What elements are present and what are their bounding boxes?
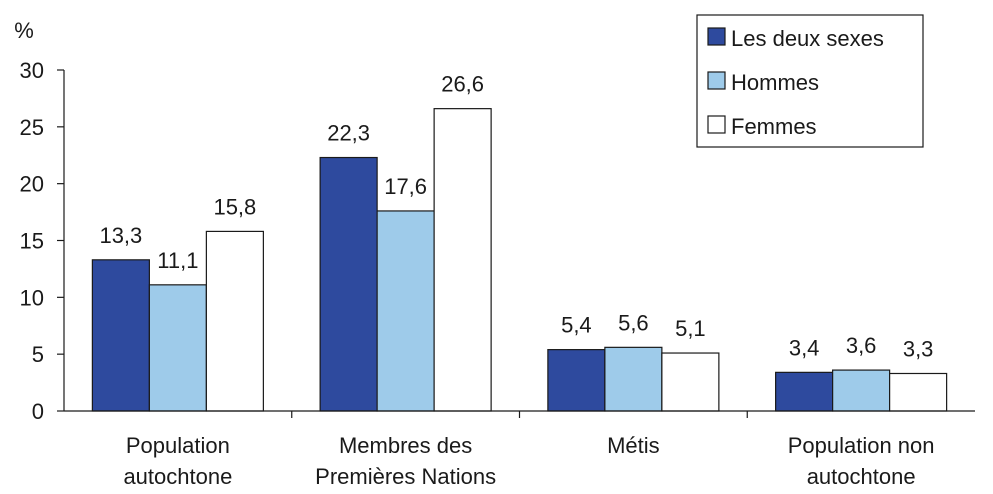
y-tick-label: 30: [20, 58, 44, 83]
y-tick-label: 0: [32, 399, 44, 424]
y-tick-label: 25: [20, 115, 44, 140]
bar-value-label: 17,6: [384, 174, 427, 199]
bar: [832, 369, 891, 412]
y-tick-label: 5: [32, 342, 44, 367]
bar-value-label: 26,6: [441, 72, 484, 97]
bar-value-label: 13,3: [99, 223, 142, 248]
legend-label: Les deux sexes: [731, 26, 884, 51]
y-axis: 0 5 10 15 20 25 30: [20, 58, 65, 424]
legend-swatch: [707, 115, 726, 134]
bar-labels: 13,3 11,1 15,8 22,3 17,6 26,6 5,4 5,6 5,1 3,4 3,6 3…: [99, 72, 933, 362]
bar-value-label: 3,3: [903, 336, 934, 361]
y-tick-label: 20: [20, 172, 44, 197]
bar-value-label: 3,6: [846, 333, 877, 358]
bar-value-label: 5,6: [618, 310, 649, 335]
legend: Les deux sexes Hommes Femmes: [696, 14, 924, 148]
legend-box: [696, 14, 924, 148]
bar: [148, 284, 207, 412]
category-label: Métis: [607, 433, 660, 458]
bars: [91, 108, 948, 412]
bar-value-label: 22,3: [327, 121, 370, 146]
legend-label: Hommes: [731, 70, 819, 95]
bar: [376, 210, 435, 412]
bar: [433, 108, 492, 412]
bar-value-label: 5,4: [561, 313, 592, 338]
bar-value-label: 3,4: [789, 335, 820, 360]
category-label: Membres des: [339, 433, 472, 458]
legend-label: Femmes: [731, 114, 817, 139]
bar: [205, 230, 264, 412]
bar-value-label: 15,8: [213, 194, 256, 219]
category-label: autochtone: [807, 464, 916, 489]
category-label: autochtone: [123, 464, 232, 489]
y-tick-label: 10: [20, 285, 44, 310]
category-label: Population non: [788, 433, 935, 458]
category-label: Premières Nations: [315, 464, 496, 489]
legend-swatch: [707, 71, 726, 90]
y-tick-label: 15: [20, 229, 44, 254]
bar: [91, 259, 150, 412]
category-labels: Population autochtone Membres des Premières…: [123, 433, 934, 489]
bar: [775, 371, 834, 412]
category-label: Population: [126, 433, 230, 458]
bar: [889, 372, 948, 412]
bar: [547, 349, 606, 412]
bar: [661, 352, 720, 412]
bar: [604, 346, 663, 412]
y-unit-label: %: [14, 18, 34, 43]
legend-swatch: [707, 27, 726, 46]
bar-value-label: 11,1: [157, 248, 198, 273]
bar-value-label: 5,1: [675, 316, 706, 341]
x-axis: [64, 410, 975, 418]
bar: [319, 156, 378, 412]
